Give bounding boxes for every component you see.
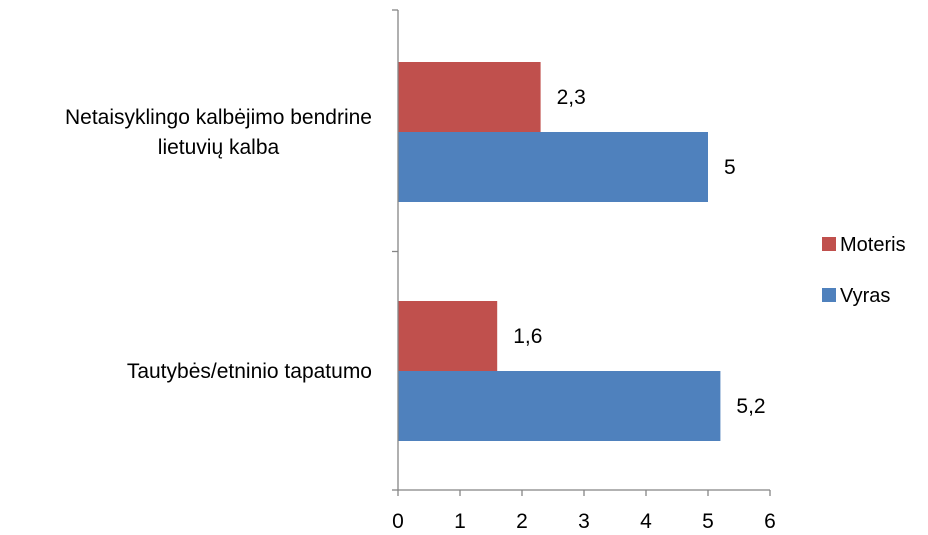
legend-label-moteris: Moteris — [840, 234, 906, 256]
axes — [392, 9, 771, 496]
x-tick-label: 4 — [640, 510, 652, 533]
bar-vyras-0 — [398, 132, 708, 202]
x-tick-label: 3 — [578, 510, 590, 533]
legend: Moteris Vyras — [822, 234, 906, 307]
data-label-moteris-1: 1,6 — [513, 325, 542, 348]
x-tick-label: 6 — [764, 510, 776, 533]
legend-label-vyras: Vyras — [840, 285, 890, 307]
x-tick-label: 5 — [702, 510, 714, 533]
category-label-line: Tautybės/etninio tapatumo — [127, 360, 372, 383]
x-tick-label: 1 — [454, 510, 466, 533]
data-labels: 2,3 5 1,6 5,2 — [513, 86, 765, 418]
legend-swatch-vyras — [822, 288, 836, 302]
legend-swatch-moteris — [822, 237, 836, 251]
x-tick-label: 2 — [516, 510, 528, 533]
category-labels: Netaisyklingo kalbėjimo bendrine lietuvių… — [65, 106, 372, 383]
category-label-line: lietuvių kalba — [158, 136, 280, 159]
bar-vyras-1 — [398, 371, 721, 441]
x-tick-labels: 0 1 2 3 4 5 6 — [392, 510, 776, 533]
bars — [398, 62, 721, 441]
data-label-vyras-1: 5,2 — [736, 395, 765, 418]
data-label-moteris-0: 2,3 — [557, 86, 586, 109]
x-tick-label: 0 — [392, 510, 404, 533]
bar-moteris-0 — [398, 62, 541, 132]
category-label-line: Netaisyklingo kalbėjimo bendrine — [65, 106, 372, 129]
bar-moteris-1 — [398, 301, 498, 371]
data-label-vyras-0: 5 — [724, 156, 736, 179]
category-label-1: Tautybės/etninio tapatumo — [127, 360, 372, 383]
category-label-0: Netaisyklingo kalbėjimo bendrine lietuvių… — [65, 106, 372, 159]
